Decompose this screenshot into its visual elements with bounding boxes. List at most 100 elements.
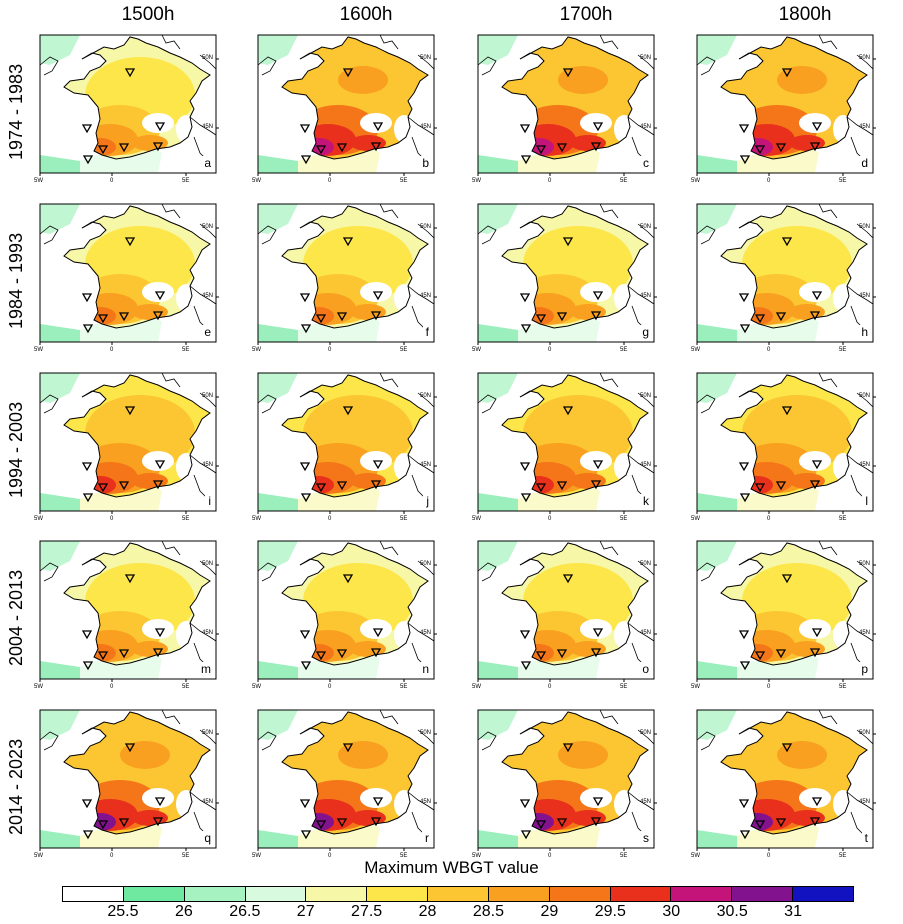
- lon-tick-label: 0: [767, 178, 771, 184]
- station-marker: [535, 483, 547, 493]
- panel-letter: m: [198, 662, 214, 676]
- panel-letter: a: [201, 156, 214, 170]
- map-panel: 5W 0 5E 50N 45N n: [252, 540, 437, 690]
- station-marker: [154, 460, 166, 470]
- colorbar-swatch: [793, 887, 853, 901]
- lon-tick-label: 5E: [839, 347, 847, 353]
- colorbar-swatch: [63, 887, 124, 901]
- station-marker: [370, 142, 382, 152]
- sea-field: [478, 830, 518, 848]
- station-marker: [775, 481, 787, 491]
- coastline: [856, 729, 874, 745]
- station-marker: [370, 648, 382, 658]
- coastline: [818, 203, 838, 219]
- lon-tick-label: 5W: [691, 684, 700, 690]
- station-marker: [372, 628, 384, 638]
- panel-frame: [696, 372, 874, 512]
- spain-field: [518, 318, 600, 342]
- lon-tick-label: 5E: [620, 178, 628, 184]
- coastline: [627, 116, 655, 136]
- map-panel: 5W 0 5E 50N 45N r: [252, 709, 437, 859]
- station-marker: [811, 291, 823, 301]
- station-marker: [315, 483, 327, 493]
- row-label: 1974 - 1983: [6, 63, 26, 160]
- map-canvas: [257, 34, 437, 176]
- wbgt-contour: [120, 66, 170, 94]
- station-marker: [118, 649, 130, 659]
- coastline: [818, 372, 838, 388]
- station-marker: [739, 830, 751, 840]
- panel-letter: c: [640, 156, 652, 170]
- coastline: [161, 709, 181, 725]
- wbgt-contour: [558, 741, 608, 769]
- coastline: [696, 731, 716, 751]
- station-marker: [372, 797, 384, 807]
- coastline: [599, 34, 619, 50]
- lon-tick-label: 5W: [472, 178, 481, 184]
- lon-tick-label: 5W: [252, 516, 261, 522]
- station-marker: [97, 651, 109, 661]
- sea-field: [697, 324, 737, 342]
- station-marker: [81, 630, 93, 640]
- spain-field: [80, 318, 162, 342]
- wbgt-contour: [338, 235, 388, 263]
- station-marker: [82, 661, 94, 671]
- panel-frame: [257, 709, 435, 849]
- panel-letter: s: [640, 831, 652, 845]
- coastline: [637, 560, 655, 576]
- coastline: [39, 56, 59, 76]
- spain-field: [298, 318, 380, 342]
- panel-frame: [257, 372, 435, 512]
- colorbar-tick-label: 27.5: [351, 903, 383, 920]
- station-marker: [520, 661, 532, 671]
- coastline: [407, 791, 435, 811]
- sea-field: [40, 155, 80, 173]
- station-marker: [315, 820, 327, 830]
- coastline: [199, 223, 217, 239]
- station-marker: [97, 820, 109, 830]
- row-label: 2004 - 2013: [6, 569, 26, 666]
- station-marker: [519, 124, 531, 134]
- france-border: [720, 374, 868, 498]
- coastline: [477, 731, 497, 751]
- colorbar-tick-label: 29: [540, 903, 559, 920]
- lat-tick-label: 45N: [202, 630, 214, 636]
- station-marker: [754, 145, 766, 155]
- lon-tick-label: 0: [548, 347, 552, 353]
- map-canvas: [696, 372, 876, 514]
- lon-tick-label: 0: [767, 853, 771, 859]
- lon-tick-label: 0: [548, 178, 552, 184]
- station-marker: [811, 122, 823, 132]
- spain-field: [298, 655, 380, 679]
- sea-field: [40, 493, 80, 511]
- lat-tick-label: 50N: [202, 55, 214, 61]
- station-marker: [370, 311, 382, 321]
- map-panel: 5W 0 5E 50N 45N b: [252, 34, 437, 184]
- sea-field: [697, 830, 737, 848]
- sea-field: [40, 324, 80, 342]
- map-panel: 5W 0 5E 50N 45N a: [34, 34, 219, 184]
- panel-letter: d: [858, 156, 871, 170]
- lon-tick-label: 5E: [620, 347, 628, 353]
- wbgt-contour: [338, 572, 388, 600]
- coastline: [637, 729, 655, 745]
- station-marker: [775, 312, 787, 322]
- panel-frame: [696, 34, 874, 174]
- lat-tick-label: 50N: [420, 393, 432, 399]
- station-marker: [336, 481, 348, 491]
- station-marker: [299, 462, 311, 472]
- france-border: [720, 542, 868, 666]
- coastline: [257, 731, 277, 751]
- station-marker: [370, 480, 382, 490]
- map-panel: 5W 0 5E 50N 45N q: [34, 709, 219, 859]
- station-marker: [519, 630, 531, 640]
- lon-tick-label: 0: [110, 684, 114, 690]
- lat-tick-label: 45N: [640, 630, 652, 636]
- wbgt-contour: [338, 404, 388, 432]
- coastline: [199, 560, 217, 576]
- station-marker: [754, 651, 766, 661]
- station-marker: [154, 628, 166, 638]
- lon-tick-label: 5E: [400, 178, 408, 184]
- coastline: [379, 34, 399, 50]
- coastline: [161, 203, 181, 219]
